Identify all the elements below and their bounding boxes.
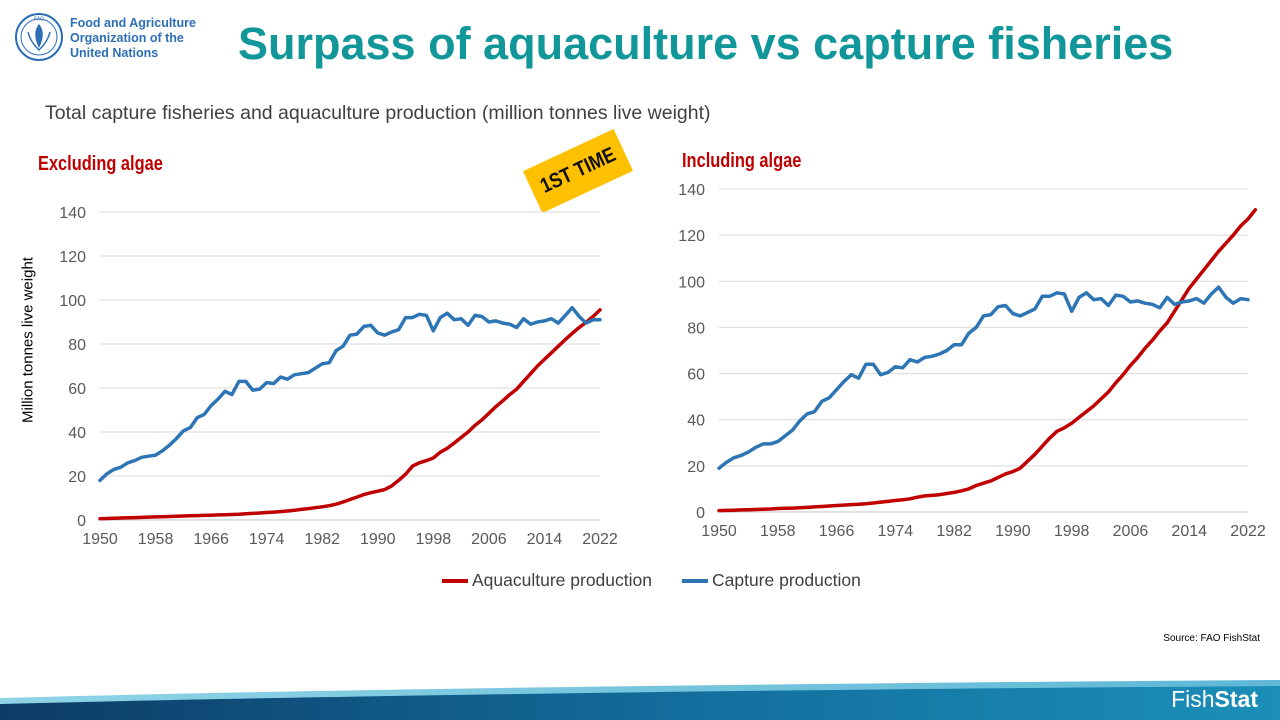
c0-x-tick-label: 2006 — [471, 531, 507, 548]
org-line-2: Organization of the — [70, 31, 184, 45]
org-line-1: Food and Agriculture — [70, 16, 196, 30]
legend: Aquaculture production Capture productio… — [442, 570, 861, 591]
brand-bold: Stat — [1214, 686, 1258, 712]
c1-series-aquaculture-line — [717, 208, 1258, 513]
c0-x-tick-label: 1958 — [138, 531, 174, 548]
c1-y-tick-label: 80 — [687, 320, 705, 337]
source-note: Source: FAO FishStat — [1163, 633, 1260, 644]
legend-swatch-capture — [681, 578, 708, 583]
legend-label-capture: Capture production — [711, 570, 861, 590]
fishstat-brand: FishStat — [1171, 686, 1258, 713]
right-panel-title: Including algae — [682, 150, 802, 172]
footer-band — [0, 680, 1280, 720]
c1-y-tick-label: 120 — [678, 228, 705, 245]
c1-x-tick-label: 1998 — [1054, 523, 1090, 540]
legend-label-aquaculture: Aquaculture production — [472, 570, 652, 590]
logo-lettering: FAO — [34, 17, 44, 23]
c0-x-tick-label: 2022 — [582, 531, 618, 548]
legend-swatch-aquaculture — [442, 578, 468, 583]
c1-x-tick-label: 1958 — [760, 523, 796, 540]
c0-x-tick-label: 2014 — [527, 531, 563, 548]
c0-y-tick-label: 0 — [77, 513, 86, 530]
c0-x-tick-label: 1966 — [193, 531, 229, 548]
c0-x-tick-label: 1998 — [416, 531, 452, 548]
c0-y-tick-label: 100 — [59, 293, 86, 310]
organization-name: Food and Agriculture Organization of the… — [70, 16, 196, 61]
c1-x-tick-label: 1982 — [936, 523, 972, 540]
c0-x-tick-label: 1950 — [82, 531, 118, 548]
chart-subtitle: Total capture fisheries and aquaculture … — [45, 102, 711, 124]
legend-item-aquaculture: Aquaculture production — [442, 570, 652, 591]
c0-y-tick-label: 140 — [59, 205, 86, 222]
brand-light: Fish — [1171, 686, 1215, 712]
c0-x-tick-label: 1982 — [304, 531, 340, 548]
fao-logo: FAO — [15, 13, 63, 61]
c1-x-tick-label: 1950 — [701, 523, 737, 540]
page-title: Surpass of aquaculture vs capture fisher… — [238, 18, 1174, 69]
c1-y-tick-label: 20 — [687, 459, 705, 476]
left-panel-title: Excluding algae — [38, 153, 163, 175]
c1-x-tick-label: 2022 — [1230, 523, 1266, 540]
c0-y-tick-label: 40 — [68, 425, 86, 442]
c1-x-tick-label: 1966 — [819, 523, 855, 540]
c1-y-tick-label: 140 — [678, 182, 705, 199]
c1-x-tick-label: 1974 — [878, 523, 914, 540]
c1-x-tick-label: 1990 — [995, 523, 1031, 540]
c0-y-tick-label: 80 — [68, 337, 86, 354]
c0-y-tick-label: 120 — [59, 249, 86, 266]
c1-y-tick-label: 60 — [687, 367, 705, 384]
chart-including-algae: 0 20 40 60 80 100 120 140 1950 1958 1966 1974 1982 19… — [678, 182, 1266, 540]
c0-series-aquaculture-line — [98, 308, 602, 521]
c1-x-tick-label: 2006 — [1113, 523, 1149, 540]
c1-x-tick-label: 2014 — [1171, 523, 1207, 540]
c0-y-tick-label: 60 — [68, 381, 86, 398]
c1-y-tick-label: 0 — [696, 505, 705, 522]
c0-series-capture-line — [98, 305, 602, 483]
c1-y-tick-label: 100 — [678, 274, 705, 291]
org-line-3: United Nations — [70, 46, 159, 60]
c1-y-tick-label: 40 — [687, 413, 705, 430]
legend-item-capture: Capture production — [681, 570, 861, 591]
c0-x-tick-label: 1990 — [360, 531, 396, 548]
chart-excluding-algae: 0 20 40 60 80 100 120 140 1950 1958 1966 1974 1982 19… — [59, 205, 618, 548]
c1-series-capture-line — [717, 285, 1250, 470]
c0-y-tick-label: 20 — [68, 469, 86, 486]
c0-x-tick-label: 1974 — [249, 531, 285, 548]
